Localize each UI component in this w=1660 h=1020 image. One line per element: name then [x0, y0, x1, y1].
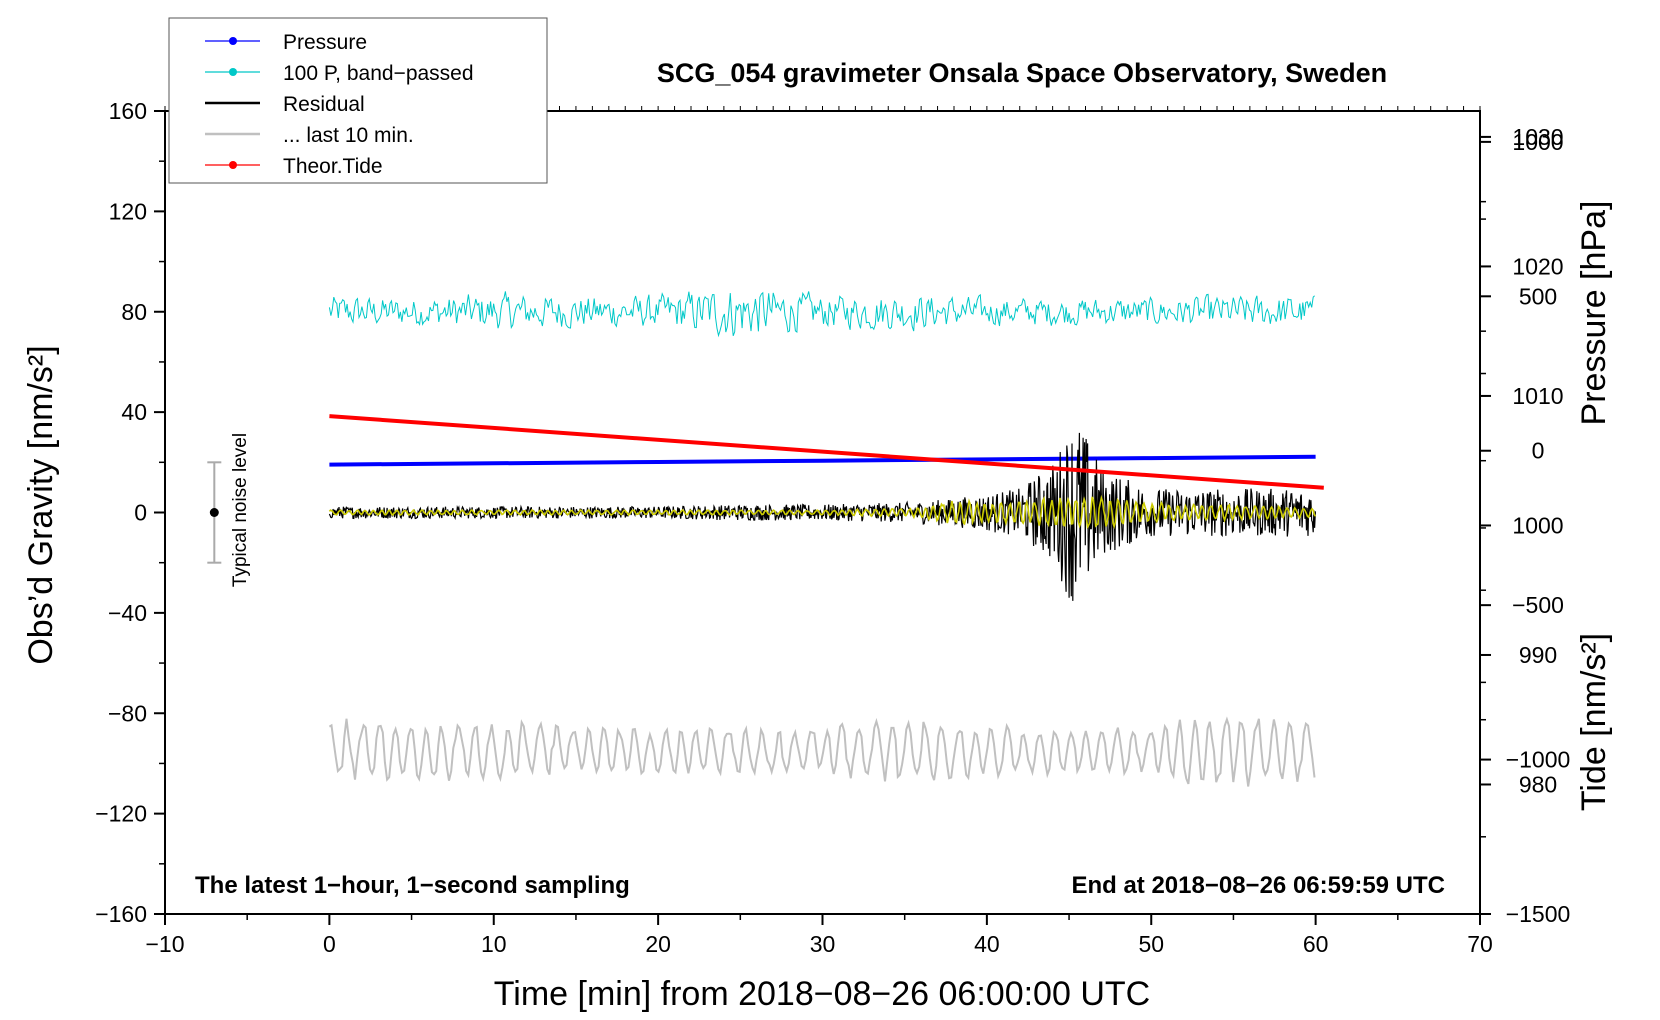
axes-layer: −10 0 10 20 30 40 50 60 7016012080400−40−80−120−… [95, 98, 1570, 957]
legend-label: 100 P, band−passed [283, 62, 474, 85]
x-tick-label: 30 [810, 931, 836, 957]
series-theor-tide [329, 414, 1324, 490]
x-tick-label: 0 [323, 931, 336, 957]
y-tick-label-tide: 0 [1532, 438, 1545, 464]
legend-swatch-dot [229, 37, 237, 45]
y-tick-label-left: 0 [134, 500, 147, 526]
y-axis-title-gravity: Obs’d Gravity [nm/s²] [22, 345, 60, 664]
legend-label: Theor.Tide [283, 155, 383, 178]
x-tick-label: 40 [974, 931, 1000, 957]
x-tick-label: 60 [1303, 931, 1329, 957]
x-tick-label: 10 [481, 931, 507, 957]
series-last-10-min [328, 716, 1316, 787]
y-tick-label-pressure: 980 [1519, 771, 1557, 797]
y-tick-label-tide: 1000 [1512, 129, 1563, 155]
y-tick-label-tide: −500 [1512, 592, 1564, 618]
y-tick-label-tide: 500 [1519, 283, 1557, 309]
x-tick-label: 20 [645, 931, 671, 957]
series-pressure-bandpassed [328, 291, 1315, 338]
series-pressure [329, 454, 1316, 467]
y-tick-label-left: −120 [95, 801, 147, 827]
y-tick-label-pressure: 1000 [1512, 512, 1563, 538]
noise-bar-center [209, 508, 219, 517]
noise-level-label: Typical noise level [230, 433, 251, 587]
y-axis-title-pressure: Pressure [hPa] [1575, 201, 1613, 426]
y-tick-label-pressure: 990 [1519, 642, 1557, 668]
legend-label: ... last 10 min. [283, 124, 414, 147]
y-axis-title-tide: Tide [nm/s²] [1575, 633, 1613, 811]
y-tick-label-left: 160 [109, 98, 147, 124]
legend-box [168, 17, 548, 184]
legend-label: Residual [283, 93, 365, 116]
legend: Pressure 100 P, band−passed Residual ... la… [168, 17, 548, 184]
y-tick-label-left: 120 [109, 198, 147, 224]
chart-title: SCG_054 gravimeter Onsala Space Observat… [657, 58, 1387, 88]
x-tick-label: 50 [1138, 931, 1164, 957]
series-layer [328, 291, 1324, 787]
y-tick-label-left: 80 [121, 299, 147, 325]
y-tick-label-tide: −1000 [1506, 747, 1571, 773]
y-tick-label-tide: −1500 [1506, 901, 1571, 927]
y-tick-label-pressure: 1010 [1512, 383, 1563, 409]
sampling-note: The latest 1−hour, 1−second sampling [195, 872, 630, 899]
series-residual [328, 432, 1316, 601]
y-tick-label-left: −40 [108, 600, 147, 626]
y-tick-label-left: 40 [121, 399, 147, 425]
legend-swatch-dot [229, 68, 237, 76]
y-tick-label-left: −80 [108, 700, 147, 726]
x-tick-label: 70 [1467, 931, 1493, 957]
series-residual-smoothed [328, 494, 1317, 530]
noise-level-indicator [207, 461, 222, 564]
x-axis-title: Time [min] from 2018−08−26 06:00:00 UTC [494, 975, 1150, 1013]
x-tick-label: −10 [145, 931, 184, 957]
legend-label: Pressure [283, 31, 367, 54]
legend-swatch-dot [229, 161, 237, 169]
y-tick-label-pressure: 1020 [1512, 253, 1563, 279]
end-time-note: End at 2018−08−26 06:59:59 UTC [1071, 872, 1445, 899]
y-tick-label-left: −160 [95, 901, 147, 927]
y-tick-label-pressure: 1030 [1512, 124, 1563, 150]
